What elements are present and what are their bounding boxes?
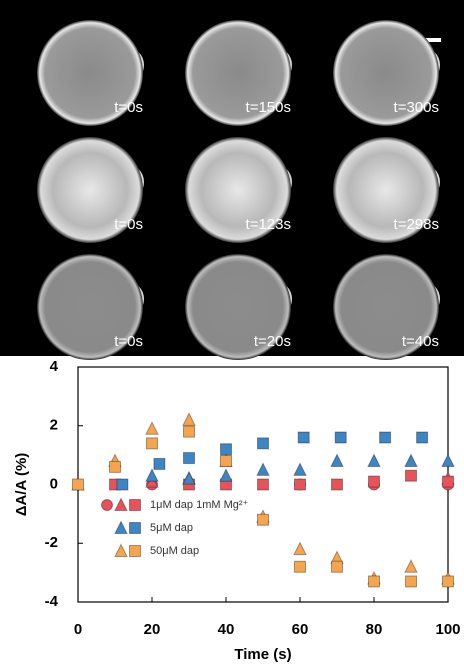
vesicle xyxy=(333,20,439,126)
data-point xyxy=(404,453,418,467)
data-point xyxy=(297,431,310,444)
data-point xyxy=(330,453,344,467)
legend-marker xyxy=(101,499,113,511)
data-point xyxy=(293,541,307,556)
data-point xyxy=(257,513,269,526)
time-label: t=298s xyxy=(394,216,439,233)
vesicle xyxy=(185,20,291,126)
data-point xyxy=(367,453,381,467)
data-point xyxy=(220,443,232,456)
data-point xyxy=(368,575,380,588)
x-tick-label: 40 xyxy=(218,621,235,638)
data-point xyxy=(293,462,307,476)
legend-label: 50μM dap xyxy=(150,545,199,557)
data-point xyxy=(441,453,455,467)
data-point xyxy=(182,412,196,426)
x-axis-label: Time (s) xyxy=(234,646,291,663)
data-point xyxy=(256,462,270,476)
data-point xyxy=(145,421,159,435)
data-point xyxy=(294,478,306,491)
data-point xyxy=(146,437,158,450)
data-point xyxy=(442,575,454,588)
legend-label: 1μM dap 1mM Mg²⁺ xyxy=(150,499,249,511)
data-point xyxy=(416,431,429,444)
legend-marker xyxy=(114,520,128,534)
data-point xyxy=(257,478,269,491)
vesicle xyxy=(37,137,143,243)
time-label: t=0s xyxy=(114,333,143,350)
y-axis-label: ΔA/A (%) xyxy=(13,453,30,517)
data-point xyxy=(294,560,306,573)
data-point xyxy=(257,437,269,450)
data-point xyxy=(72,478,84,491)
time-label: t=300s xyxy=(394,99,439,116)
data-point xyxy=(404,559,418,573)
vesicle xyxy=(185,254,291,360)
x-tick-label: 20 xyxy=(144,621,161,638)
vesicle xyxy=(37,254,143,360)
data-point xyxy=(220,455,232,467)
time-label: t=20s xyxy=(254,333,291,350)
data-point xyxy=(183,425,195,438)
x-tick-label: 60 xyxy=(292,621,309,638)
x-tick-label: 100 xyxy=(435,621,460,638)
data-point xyxy=(368,475,380,488)
time-label: t=40s xyxy=(402,333,439,350)
data-point xyxy=(145,468,159,482)
legend-marker xyxy=(114,543,128,557)
vesicle xyxy=(333,254,439,360)
data-point xyxy=(405,575,417,588)
time-label: t=0s xyxy=(114,216,143,233)
data-point xyxy=(442,475,454,488)
y-tick-label: -2 xyxy=(45,534,58,551)
x-tick-label: 0 xyxy=(74,621,82,638)
data-point xyxy=(331,560,343,573)
legend-marker xyxy=(129,499,141,511)
vesicle xyxy=(37,20,143,126)
micrographs: t=0s t=150s t=300s t=0s t=123s t=298s t=0s t=20… xyxy=(37,20,440,360)
y-tick-label: -4 xyxy=(45,593,59,610)
data-point xyxy=(219,468,233,482)
data-point xyxy=(116,478,129,491)
legend-marker xyxy=(129,545,141,557)
vesicle xyxy=(333,137,439,243)
legend-label: 5μM dap xyxy=(150,522,193,534)
data-point xyxy=(405,469,417,482)
legend-marker xyxy=(114,497,128,511)
data-point xyxy=(379,431,392,444)
y-tick-label: 2 xyxy=(50,417,58,434)
x-tick-label: 80 xyxy=(366,621,383,638)
data-point xyxy=(183,452,195,465)
time-label: t=123s xyxy=(246,216,291,233)
vesicle xyxy=(185,137,291,243)
data-point xyxy=(153,457,166,470)
legend-marker xyxy=(129,522,141,534)
y-tick-label: 0 xyxy=(50,475,58,492)
data-point xyxy=(182,471,196,485)
data-point xyxy=(331,478,343,491)
time-label: t=0s xyxy=(114,99,143,116)
y-tick-label: 4 xyxy=(50,358,59,375)
data-point xyxy=(109,460,121,473)
data-point xyxy=(334,431,347,444)
time-label: t=150s xyxy=(246,99,291,116)
